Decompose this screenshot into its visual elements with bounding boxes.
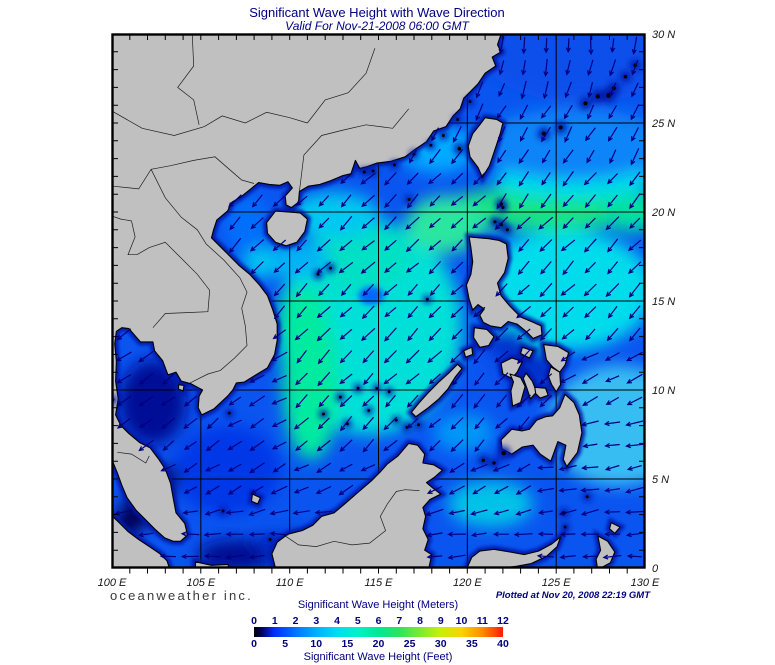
colorbar	[254, 627, 503, 637]
legend-meters-tick-12: 12	[497, 615, 509, 627]
legend-meters-tick-6: 6	[376, 615, 382, 627]
legend-meters-tick-4: 4	[334, 615, 340, 627]
landmass-mindoro	[473, 327, 495, 348]
lat-label-5N: 5 N	[652, 474, 669, 486]
map-frame	[111, 33, 646, 574]
landmass-sumatra	[112, 515, 170, 568]
landmass-phuquoc	[178, 384, 185, 392]
island-specks	[112, 63, 638, 542]
legend-colorbar: 0 1 2 3 4 5 6 7 8 9 10 11 120 5 10 15 20 25 30 35 40	[251, 615, 509, 650]
legend-meters-tick-10: 10	[456, 615, 468, 627]
landmass-bohol	[534, 386, 549, 399]
legend-meters-tick-8: 8	[417, 615, 423, 627]
landmass-panay	[500, 357, 523, 379]
landmass-palawan	[410, 363, 463, 418]
landmass-borneo	[271, 442, 444, 568]
legend-title-feet: Significant Wave Height (Feet)	[304, 651, 453, 663]
legend-meters-tick-5: 5	[355, 615, 361, 627]
legend-feet-tick-15: 15	[342, 638, 354, 650]
legend-feet-tick-35: 35	[466, 638, 478, 650]
landmass-samar	[543, 344, 570, 373]
lon-label-130E: 130 E	[631, 577, 660, 589]
landmass-negros	[509, 373, 526, 407]
landmass-busuanga	[463, 346, 474, 358]
legend-meters-tick-1: 1	[272, 615, 278, 627]
lat-label-10N: 10 N	[652, 385, 675, 397]
landmass-leyte	[547, 366, 562, 393]
page-title: Significant Wave Height with Wave Direct…	[249, 5, 505, 20]
legend-feet-tick-0: 0	[251, 638, 257, 650]
valid-time-subtitle: Valid For Nov-21-2008 06:00 GMT	[285, 19, 470, 33]
landmass-cebu	[522, 372, 538, 400]
legend-title-meters: Significant Wave Height (Meters)	[298, 599, 458, 611]
legend-meters-tick-3: 3	[313, 615, 319, 627]
landmass-taiwan	[467, 117, 504, 178]
legend-feet-tick-5: 5	[282, 638, 288, 650]
lon-label-105E: 105 E	[186, 577, 215, 589]
legend-meters-tick-7: 7	[396, 615, 402, 627]
landmass-hainan	[266, 210, 308, 247]
plotted-timestamp: Plotted at Nov 20, 2008 22:19 GMT	[496, 590, 651, 601]
brand-logo-text: oceanweather inc.	[110, 588, 253, 603]
lon-label-110E: 110 E	[276, 577, 305, 589]
lat-label-30N: 30 N	[652, 29, 675, 41]
landmass-mainland	[112, 34, 502, 542]
map-canvas	[111, 33, 646, 574]
legend-feet-tick-25: 25	[404, 638, 416, 650]
lat-label-25N: 25 N	[651, 118, 675, 130]
legend-feet-tick-30: 30	[435, 638, 447, 650]
lat-label-20N: 20 N	[651, 207, 675, 219]
landmass-luzon	[465, 236, 543, 339]
wave-direction-arrows	[114, 36, 644, 560]
land-layer	[112, 34, 621, 568]
lon-label-125E: 125 E	[542, 577, 571, 589]
lat-label-15N: 15 N	[652, 296, 675, 308]
country-borders	[112, 34, 420, 547]
landmass-mindanao	[500, 393, 583, 468]
lon-label-120E: 120 E	[453, 577, 482, 589]
axis-labels: 30 N 25 N 20 N 15 N 10 N 5 N 0 100 E 105 E 110 E 1…	[98, 29, 676, 589]
landmass-natuna	[250, 493, 261, 505]
legend-feet-tick-10: 10	[310, 638, 322, 650]
legend-feet-tick-20: 20	[373, 638, 385, 650]
lat-label-0: 0	[652, 563, 659, 575]
map-clip-group	[112, 34, 645, 568]
lon-label-115E: 115 E	[365, 577, 394, 589]
legend-meters-tick-2: 2	[293, 615, 299, 627]
legend-feet-tick-40: 40	[497, 638, 509, 650]
lon-label-100E: 100 E	[98, 577, 127, 589]
landmass-morotai	[608, 522, 621, 534]
legend-meters-tick-11: 11	[477, 615, 488, 627]
legend-meters-tick-0: 0	[251, 615, 257, 627]
legend-meters-tick-9: 9	[438, 615, 444, 627]
